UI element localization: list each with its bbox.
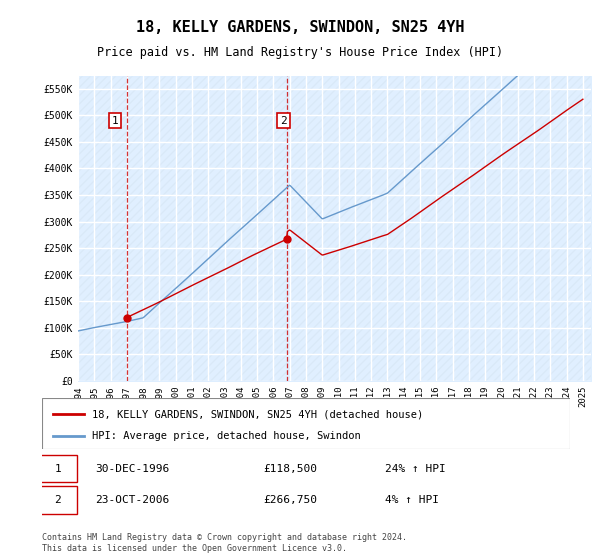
Text: 2: 2 [55, 495, 61, 505]
Text: 2: 2 [280, 116, 287, 125]
Text: £118,500: £118,500 [264, 464, 318, 474]
Text: Price paid vs. HM Land Registry's House Price Index (HPI): Price paid vs. HM Land Registry's House … [97, 46, 503, 59]
Text: 4% ↑ HPI: 4% ↑ HPI [385, 495, 439, 505]
Text: £266,750: £266,750 [264, 495, 318, 505]
Text: 30-DEC-1996: 30-DEC-1996 [95, 464, 169, 474]
FancyBboxPatch shape [42, 398, 570, 449]
FancyBboxPatch shape [39, 455, 77, 482]
FancyBboxPatch shape [39, 487, 77, 514]
Text: 24% ↑ HPI: 24% ↑ HPI [385, 464, 446, 474]
Text: 18, KELLY GARDENS, SWINDON, SN25 4YH: 18, KELLY GARDENS, SWINDON, SN25 4YH [136, 20, 464, 35]
Text: 18, KELLY GARDENS, SWINDON, SN25 4YH (detached house): 18, KELLY GARDENS, SWINDON, SN25 4YH (de… [92, 409, 424, 419]
Text: 1: 1 [55, 464, 61, 474]
Text: 23-OCT-2006: 23-OCT-2006 [95, 495, 169, 505]
Text: 1: 1 [112, 116, 119, 125]
Text: Contains HM Land Registry data © Crown copyright and database right 2024.
This d: Contains HM Land Registry data © Crown c… [42, 533, 407, 553]
Text: HPI: Average price, detached house, Swindon: HPI: Average price, detached house, Swin… [92, 431, 361, 441]
